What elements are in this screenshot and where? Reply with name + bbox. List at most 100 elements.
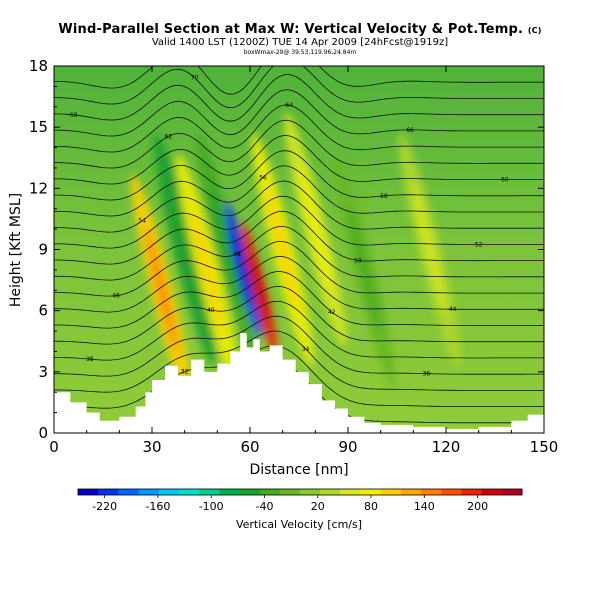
velocity-core-2 bbox=[190, 205, 225, 334]
isentrope-label: 44 bbox=[449, 306, 457, 313]
chart-subsubtitle: boxWmax-29@ 39.53,119.96,24.84m bbox=[243, 49, 357, 56]
x-tick-label: 0 bbox=[49, 438, 59, 456]
isentrope-line bbox=[54, 345, 544, 409]
velocity-core-1 bbox=[167, 185, 202, 314]
colorbar-tick-label: 140 bbox=[414, 500, 435, 513]
chart-title-text: Wind-Parallel Section at Max W: Vertical… bbox=[58, 22, 524, 37]
colorbar-title: Vertical Velocity [cm/s] bbox=[236, 518, 362, 531]
isentrope-line bbox=[54, 270, 544, 329]
isentrope-line bbox=[54, 300, 544, 361]
isentrope-line bbox=[54, 285, 544, 345]
colorbar-swatch bbox=[421, 489, 442, 495]
isentrope-label: 60 bbox=[501, 177, 509, 184]
colorbar-swatch bbox=[178, 489, 200, 495]
isentrope-label: 34 bbox=[302, 346, 310, 353]
colorbar-tick-label: 80 bbox=[364, 500, 378, 513]
isentrope-label: 32 bbox=[181, 368, 189, 375]
isentrope-line bbox=[54, 180, 544, 233]
chart-title-mark: (C) bbox=[527, 26, 542, 35]
colorbar-swatch bbox=[481, 489, 503, 495]
chart-subtitle: Valid 1400 LST (1200Z) TUE 14 Apr 2009 [… bbox=[151, 37, 449, 48]
colorbar-swatch bbox=[259, 489, 281, 495]
isentrope-line bbox=[54, 104, 544, 153]
colorbar-swatch bbox=[78, 489, 99, 495]
isentrope-line bbox=[54, 256, 544, 313]
colorbar-frame bbox=[77, 488, 523, 496]
y-tick-label: 15 bbox=[29, 118, 48, 136]
isentrope-label: 52 bbox=[475, 241, 483, 248]
isentrope-line bbox=[54, 165, 544, 217]
isentrope-line bbox=[54, 66, 544, 95]
y-tick-label: 18 bbox=[29, 57, 48, 75]
isentrope-label: 40 bbox=[207, 307, 215, 314]
isentrope-line bbox=[54, 225, 544, 281]
isentrope-label: 72 bbox=[312, 59, 320, 66]
chart-title: Wind-Parallel Section at Max W: Vertical… bbox=[0, 22, 600, 37]
colorbar-tick-label: -40 bbox=[255, 500, 273, 513]
colorbar: -220 -160 -100 -40 20 80 140 200 bbox=[77, 488, 523, 513]
velocity-core-6 bbox=[265, 185, 300, 314]
isentrope-line bbox=[54, 119, 544, 169]
y-tick-label: 6 bbox=[38, 302, 48, 320]
x-tick-label: 150 bbox=[530, 438, 559, 456]
x-tick-label: 120 bbox=[432, 438, 461, 456]
colorbar-swatch bbox=[199, 489, 220, 495]
isentrope-label: 64 bbox=[285, 102, 293, 109]
isentrope-label: 68 bbox=[70, 112, 78, 119]
velocity-core-9 bbox=[412, 185, 447, 314]
velocity-core-0 bbox=[145, 226, 179, 355]
colorbar-swatch bbox=[461, 489, 483, 495]
velocity-core-7 bbox=[298, 165, 333, 294]
isentrope-label: 54 bbox=[138, 218, 146, 225]
isentrope-label: 42 bbox=[328, 309, 336, 316]
colorbar-swatch bbox=[98, 489, 119, 495]
isentrope-line bbox=[54, 150, 544, 201]
isentrope-line bbox=[54, 74, 544, 122]
velocity-core-4 bbox=[233, 232, 254, 308]
x-axis: 0 30 60 90 120 150 bbox=[49, 66, 558, 456]
colorbar-swatch bbox=[300, 489, 321, 495]
isentrope-label: 48 bbox=[233, 251, 241, 258]
isentrope-label: 50 bbox=[354, 257, 362, 264]
isentrope-line bbox=[54, 241, 544, 297]
y-axis-label: Height [Kft MSL] bbox=[8, 193, 24, 307]
velocity-core-8 bbox=[347, 205, 382, 334]
colorbar-swatch bbox=[501, 489, 523, 495]
isentrope-line bbox=[54, 315, 544, 377]
colorbar-swatch bbox=[380, 489, 402, 495]
colorbar-swatch bbox=[219, 489, 240, 495]
isentrope-line bbox=[54, 195, 544, 249]
y-tick-label: 12 bbox=[29, 179, 48, 197]
y-tick-label: 9 bbox=[38, 241, 48, 259]
colorbar-swatch bbox=[239, 489, 261, 495]
colorbar-tick-label: -100 bbox=[199, 500, 224, 513]
colorbar-swatch bbox=[118, 489, 140, 495]
isentrope-label: 58 bbox=[380, 193, 388, 200]
isentrope-label: 66 bbox=[406, 127, 414, 134]
colorbar-swatch bbox=[441, 489, 462, 495]
x-axis-label: Distance [nm] bbox=[249, 462, 348, 478]
y-tick-label: 3 bbox=[38, 363, 48, 381]
isentrope-label: 38 bbox=[86, 356, 94, 363]
colorbar-tick-label: -220 bbox=[92, 500, 117, 513]
x-tick-label: 30 bbox=[142, 438, 161, 456]
colorbar-swatch bbox=[158, 489, 180, 495]
colorbar-swatch bbox=[340, 489, 362, 495]
colorbar-tick-label: 200 bbox=[467, 500, 488, 513]
x-tick-label: 60 bbox=[240, 438, 259, 456]
x-tick-label: 90 bbox=[338, 438, 357, 456]
colorbar-tick-label: -160 bbox=[145, 500, 170, 513]
colorbar-swatch bbox=[360, 489, 382, 495]
isentrope-label: 70 bbox=[191, 75, 199, 82]
isentrope-line bbox=[54, 330, 544, 393]
isentrope-label: 36 bbox=[423, 371, 431, 378]
terrain-mask bbox=[54, 333, 544, 433]
colorbar-swatch bbox=[279, 489, 301, 495]
isentrope-label: 56 bbox=[259, 174, 267, 181]
isentrope-line bbox=[54, 210, 544, 265]
velocity-core-5 bbox=[249, 252, 270, 328]
velocity-field: 3032343638404244464850525456586062646668… bbox=[54, 59, 544, 433]
